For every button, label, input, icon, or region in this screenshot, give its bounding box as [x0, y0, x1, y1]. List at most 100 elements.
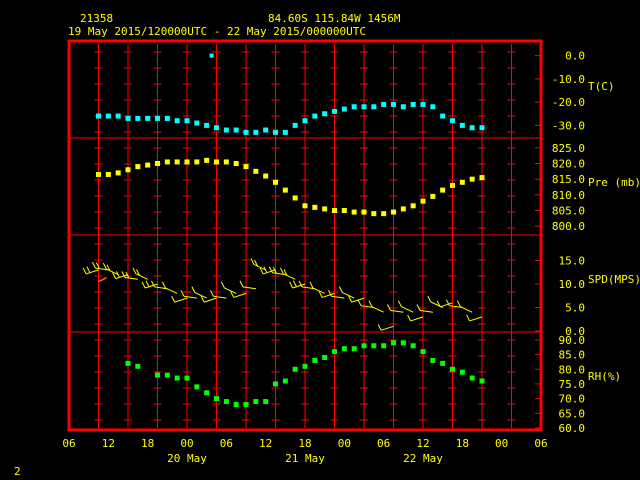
y-tick-label: 0.0	[565, 50, 585, 63]
data-point	[243, 129, 249, 135]
y-tick-label: 70.0	[559, 393, 586, 406]
wind-barb-calm	[98, 276, 107, 283]
data-point	[440, 187, 446, 193]
data-point	[204, 122, 210, 128]
data-point	[410, 101, 416, 107]
wind-barb	[250, 258, 266, 271]
plot-frame	[67, 39, 543, 432]
y-tick-label: 65.0	[559, 407, 586, 420]
data-point	[381, 343, 387, 349]
wind-barb	[466, 314, 483, 322]
data-point	[214, 396, 219, 402]
y-tick-label: -30.0	[552, 119, 585, 132]
data-point	[135, 115, 141, 121]
wind-barb	[112, 271, 129, 280]
data-point	[371, 211, 377, 217]
wind-barb	[446, 299, 463, 308]
y-tick-label: 5.0	[565, 302, 585, 315]
x-tick-label: 12	[102, 437, 115, 450]
panel-axis-label: Pre (mb)	[588, 176, 640, 189]
x-tick-label: 06	[377, 437, 390, 450]
wind-barb	[387, 304, 404, 313]
x-tick-label: 00	[180, 437, 193, 450]
data-point	[174, 375, 180, 381]
data-point	[194, 120, 200, 126]
data-point	[194, 384, 200, 390]
wind-barb	[191, 286, 207, 299]
data-point	[263, 399, 269, 405]
data-point	[351, 104, 357, 110]
data-point	[125, 167, 131, 173]
wind-barb	[309, 281, 325, 294]
data-point	[292, 366, 298, 372]
x-tick-label: 06	[62, 437, 75, 450]
data-point	[430, 193, 436, 199]
data-point	[243, 402, 249, 407]
data-point	[282, 187, 288, 193]
data-point	[400, 206, 406, 212]
data-point	[381, 101, 387, 107]
data-point	[469, 125, 475, 131]
wind-barb	[407, 314, 424, 322]
data-point	[420, 198, 426, 204]
wind-barb	[269, 266, 286, 276]
data-point	[273, 381, 278, 387]
data-point	[135, 164, 141, 170]
wind-barb	[456, 300, 473, 313]
data-point	[292, 195, 298, 201]
data-point	[164, 372, 170, 378]
data-point	[479, 125, 485, 131]
data-point	[174, 118, 180, 124]
data-point	[223, 127, 229, 133]
x-date-label: 21 May	[285, 452, 325, 465]
data-point	[253, 399, 259, 405]
time-period: 19 May 2015/120000UTC - 22 May 2015/0000…	[68, 25, 366, 38]
x-tick-label: 12	[259, 437, 272, 450]
data-point	[469, 176, 475, 182]
data-point	[469, 375, 475, 381]
data-point	[263, 173, 269, 179]
y-tick-label: -10.0	[552, 73, 585, 86]
data-point	[322, 355, 328, 360]
data-point	[371, 343, 377, 349]
data-point	[440, 360, 446, 366]
data-point	[400, 104, 406, 110]
data-point	[253, 129, 259, 135]
data-point	[214, 125, 219, 131]
data-point	[459, 179, 465, 185]
data-point	[302, 203, 308, 209]
data-point	[155, 161, 160, 166]
data-point	[361, 343, 367, 349]
panel-axis-label: RH(%)	[588, 370, 621, 383]
x-tick-label: 18	[298, 437, 311, 450]
data-point	[282, 378, 288, 384]
data-point	[459, 122, 465, 128]
data-point	[174, 159, 180, 165]
y-tick-label: 810.0	[552, 189, 585, 202]
data-point	[233, 161, 239, 166]
data-point	[322, 206, 328, 212]
grid-layer	[69, 44, 541, 429]
data-point	[351, 346, 357, 352]
wind-barb	[259, 266, 276, 275]
y-tick-label: 90.0	[559, 334, 586, 347]
data-point	[361, 209, 367, 215]
page-number: 2	[14, 465, 21, 478]
data-point	[233, 402, 239, 407]
data-point	[341, 346, 347, 352]
y-tick-label: 800.0	[552, 220, 585, 233]
wind-barb	[416, 304, 433, 313]
data-point	[282, 129, 288, 135]
wind-barb	[161, 281, 178, 294]
data-point	[164, 115, 170, 121]
data-point	[145, 115, 151, 121]
data-point	[450, 118, 455, 124]
wind-barb	[230, 291, 247, 298]
wind-barb	[328, 290, 345, 299]
wind-barb	[82, 266, 99, 275]
data-point	[184, 375, 190, 381]
data-point	[105, 171, 111, 177]
data-point	[302, 363, 308, 369]
data-point	[233, 127, 239, 133]
data-point	[273, 179, 278, 185]
